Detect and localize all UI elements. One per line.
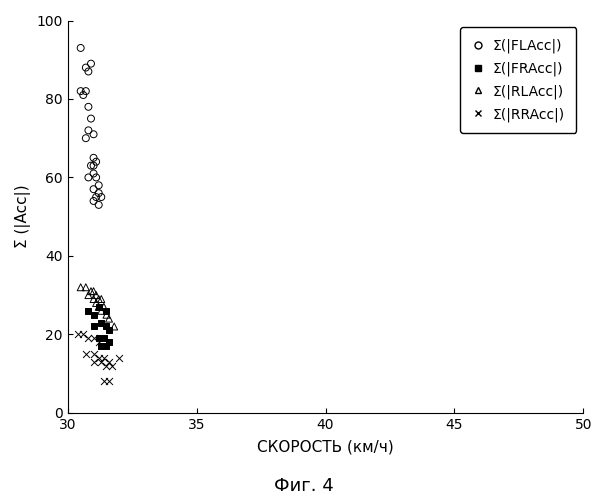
Point [89,170,98,177]
Point [97,318,106,326]
Point [104,378,114,386]
Point [84,307,93,315]
Point [73,330,83,338]
Point [94,189,104,197]
Point [104,326,114,334]
Y-axis label: Σ (|Acc|): Σ (|Acc|) [15,185,31,248]
Point [89,154,98,162]
Point [99,354,109,362]
Point [94,182,104,190]
Point [97,307,106,315]
Point [89,310,98,318]
Point [89,130,98,138]
Point [86,162,96,170]
Point [91,299,101,307]
Point [84,126,93,134]
Point [89,358,98,366]
Point [107,362,117,370]
Point [78,330,88,338]
Point [89,162,98,170]
Point [99,378,109,386]
Point [86,60,96,68]
Point [86,287,96,295]
Point [76,44,86,52]
Point [89,334,98,342]
Point [89,287,98,295]
Point [94,295,104,303]
Point [94,201,104,209]
Point [89,322,98,330]
Point [101,362,111,370]
Point [81,64,90,72]
Point [84,174,93,182]
Text: Фиг. 4: Фиг. 4 [274,477,333,495]
Point [99,334,109,342]
Point [94,303,104,311]
Point [84,68,93,76]
Point [94,354,104,362]
Point [76,284,86,292]
Point [94,303,104,311]
Point [97,342,106,350]
Point [91,291,101,299]
Point [81,350,90,358]
Point [91,158,101,166]
Point [76,87,86,95]
Point [91,193,101,201]
Point [78,91,88,99]
Point [101,307,111,315]
Point [84,103,93,111]
Point [84,334,93,342]
Point [99,303,109,311]
Point [104,338,114,346]
Point [89,350,98,358]
Point [89,295,98,303]
Point [94,334,104,342]
Point [81,284,90,292]
Point [84,291,93,299]
Point [86,114,96,122]
Point [109,322,119,330]
Point [101,310,111,318]
Point [115,354,124,362]
Point [97,358,106,366]
Point [81,87,90,95]
Point [91,174,101,182]
Point [97,295,106,303]
Point [81,134,90,142]
X-axis label: СКОРОСТЬ (км/ч): СКОРОСТЬ (км/ч) [257,440,394,455]
Point [97,193,106,201]
Point [101,342,111,350]
Point [89,197,98,205]
Point [94,338,104,346]
Point [101,322,111,330]
Legend: Σ(|FLAcc|), Σ(|FRAcc|), Σ(|RLAcc|), Σ(|RRAcc|): Σ(|FLAcc|), Σ(|FRAcc|), Σ(|RLAcc|), Σ(|R… [459,28,576,132]
Point [89,185,98,193]
Point [104,314,114,322]
Point [104,358,114,366]
